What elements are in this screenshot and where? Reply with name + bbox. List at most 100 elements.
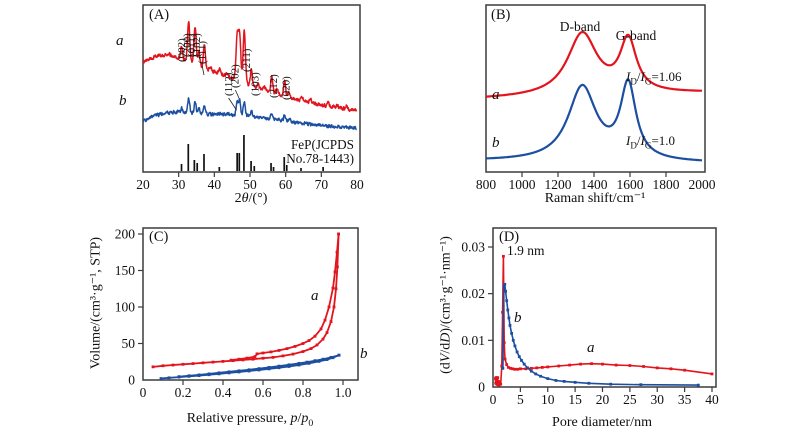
data-point-marker [191, 362, 195, 365]
data-point-marker [297, 363, 301, 367]
panel-c-curve-b-label: b [360, 346, 368, 362]
data-point-marker [319, 327, 323, 331]
data-point-marker [293, 345, 297, 348]
pore-peak-annotation: 1.9 nm [507, 243, 545, 258]
hkl-label: (011) [186, 33, 198, 57]
data-point-marker [257, 367, 261, 371]
x-tick-label: 0.2 [175, 385, 192, 400]
data-point-marker [562, 380, 566, 383]
g-band-label: G-band [615, 28, 657, 43]
x-tick-label: 0.6 [255, 385, 272, 400]
data-point-marker [321, 357, 325, 361]
id-ig-ratio-a: ID/IG=1.06 [626, 69, 682, 87]
hkl-label: (102) [191, 33, 203, 57]
data-point-marker [334, 287, 338, 291]
data-point-marker [261, 356, 265, 360]
panel-c-label: (C) [149, 229, 169, 245]
y-tick-label: 100 [115, 300, 136, 315]
x-tick-label: 20 [596, 392, 610, 407]
hkl-label: (103) [250, 72, 262, 96]
data-point-marker [520, 359, 523, 362]
data-point-marker [540, 366, 544, 369]
data-point-marker [271, 355, 275, 359]
panel-b-curve-b-label: b [492, 135, 500, 151]
data-point-marker [500, 364, 504, 368]
y-tick-label: 0.01 [461, 333, 485, 348]
data-point-marker [267, 366, 271, 369]
data-point-marker [269, 350, 273, 354]
x-tick-label: 60 [279, 177, 293, 192]
x-tick-label: 1600 [617, 177, 644, 192]
panel-c-x-axis-title: Relative pressure, p/p0 [186, 411, 314, 429]
data-point-marker [554, 379, 558, 382]
data-point-marker [201, 361, 205, 365]
data-point-marker [321, 337, 325, 341]
data-point-marker [167, 376, 171, 380]
x-tick-label: 2000 [689, 177, 716, 192]
jcpds-annotation-line2: No.78-1443) [286, 150, 354, 166]
data-point-marker [251, 357, 255, 361]
data-point-marker [245, 356, 249, 360]
data-point-marker [291, 352, 295, 356]
panel-d-curve-a-label: a [587, 340, 595, 356]
data-point-marker [683, 368, 687, 372]
panel-c-frame [142, 227, 359, 381]
data-point-marker [237, 369, 241, 373]
data-point-marker [506, 366, 510, 369]
x-tick-label: 5 [517, 392, 524, 407]
data-point-marker [503, 282, 507, 286]
y-tick-label: 200 [115, 227, 136, 242]
hkl-label: (020) [281, 76, 293, 100]
data-point-marker [301, 342, 305, 345]
x-tick-label: 15 [568, 392, 582, 407]
panel-a-label: (A) [149, 7, 170, 23]
data-point-marker [181, 362, 185, 366]
data-point-marker [546, 365, 550, 369]
data-point-marker [696, 383, 700, 387]
c-curve-a-desorption [230, 233, 340, 361]
x-tick-label: 0.4 [215, 385, 232, 400]
x-tick-label: 10 [541, 392, 555, 407]
data-point-marker [151, 365, 155, 369]
data-point-marker [502, 341, 506, 345]
data-point-marker [337, 232, 340, 236]
jcpds-annotation: FeP(JCPDS No.78-1443) [232, 138, 354, 166]
data-point-marker [325, 358, 329, 361]
data-point-marker [211, 360, 215, 364]
data-point-marker [502, 285, 506, 289]
data-point-marker [502, 254, 505, 258]
data-point-marker [498, 380, 501, 384]
data-point-marker [535, 366, 539, 370]
data-point-marker [161, 364, 165, 368]
data-point-marker [513, 344, 517, 348]
y-tick-label: 50 [122, 336, 136, 351]
data-point-marker [573, 380, 577, 384]
panel-c-curve-a-label: a [311, 288, 319, 304]
data-point-marker [315, 343, 319, 347]
data-point-marker [513, 367, 517, 371]
panel-a-frame [142, 4, 361, 173]
data-point-marker [325, 331, 329, 334]
data-point-marker [506, 308, 510, 312]
data-point-marker [539, 374, 543, 378]
hkl-label: (002) [176, 38, 188, 62]
hkl-leader-line [228, 97, 237, 111]
x-tick-label: 40 [705, 392, 719, 407]
data-point-marker [241, 358, 245, 362]
id-ig-ratio-b: ID/IG=1.0 [626, 133, 676, 151]
data-point-marker [261, 351, 265, 355]
data-point-marker [332, 305, 336, 309]
data-point-marker [497, 383, 501, 387]
data-point-marker [510, 331, 514, 335]
panel-d-label: (D) [499, 229, 520, 245]
data-point-marker [505, 363, 509, 366]
hkl-label: (202) [230, 64, 242, 88]
data-point-marker [305, 360, 309, 364]
data-point-marker [221, 359, 225, 363]
data-point-marker [329, 320, 333, 323]
panel-b-label: (B) [491, 7, 511, 23]
data-point-marker [331, 286, 335, 290]
data-point-marker [516, 367, 520, 371]
